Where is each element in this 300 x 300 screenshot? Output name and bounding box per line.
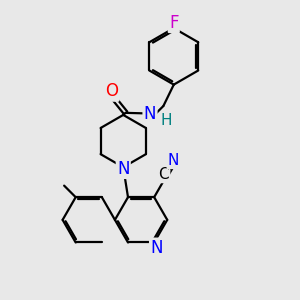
Text: O: O [105, 82, 118, 100]
Text: N: N [117, 160, 130, 178]
Text: N: N [150, 239, 163, 257]
Text: H: H [160, 113, 172, 128]
Text: N: N [144, 105, 156, 123]
Text: N: N [168, 153, 179, 168]
Text: F: F [169, 14, 178, 32]
Text: C: C [158, 167, 169, 182]
